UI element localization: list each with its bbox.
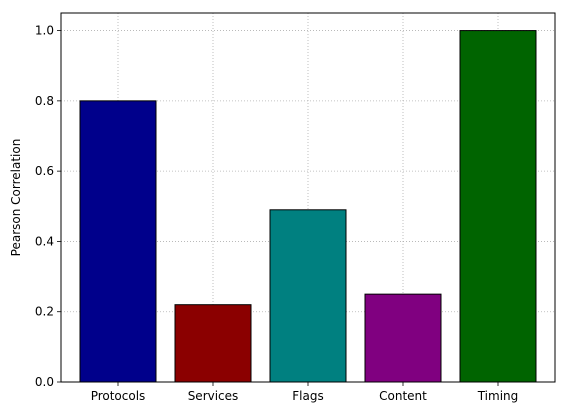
bar-content <box>364 293 442 383</box>
y-tick-label: 0.8 <box>35 94 54 108</box>
bar-protocols <box>79 100 157 383</box>
x-tick-label-protocols: Protocols <box>91 389 146 403</box>
y-tick-label: 0.6 <box>35 164 54 178</box>
y-tick-label: 0.0 <box>35 375 54 389</box>
x-tick-label-services: Services <box>188 389 239 403</box>
y-tick-label: 0.2 <box>35 305 54 319</box>
y-tick-label: 1.0 <box>35 24 54 38</box>
x-tick-label-timing: Timing <box>477 389 519 403</box>
bar-flags <box>269 209 347 383</box>
y-axis-ticks: 0.0 0.2 0.4 0.6 0.8 1.0 <box>35 24 61 389</box>
x-axis-ticks: Protocols Services Flags Content Timing <box>91 382 519 403</box>
y-axis-label: Pearson Correlation <box>9 139 23 257</box>
bar-timing <box>459 30 537 383</box>
x-tick-label-flags: Flags <box>292 389 323 403</box>
bar-services <box>174 304 252 383</box>
x-tick-label-content: Content <box>379 389 427 403</box>
y-tick-label: 0.4 <box>35 234 54 248</box>
bar-layer <box>79 30 537 383</box>
